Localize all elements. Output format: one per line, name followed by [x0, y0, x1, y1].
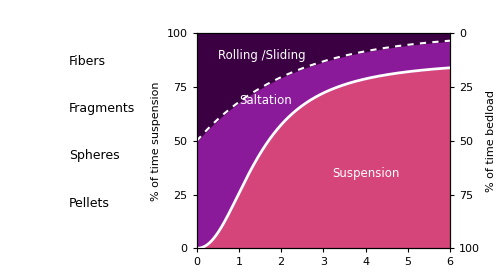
- Text: Fibers: Fibers: [68, 55, 106, 68]
- Text: Suspension: Suspension: [332, 167, 399, 180]
- Text: Saltation: Saltation: [239, 94, 292, 107]
- Y-axis label: % of time suspension: % of time suspension: [151, 81, 161, 201]
- Text: Rolling /Sliding: Rolling /Sliding: [218, 49, 306, 61]
- Text: Fragments: Fragments: [68, 102, 135, 115]
- Text: Pellets: Pellets: [68, 197, 110, 210]
- Y-axis label: % of time bedload: % of time bedload: [486, 90, 496, 192]
- Text: Spheres: Spheres: [68, 150, 120, 162]
